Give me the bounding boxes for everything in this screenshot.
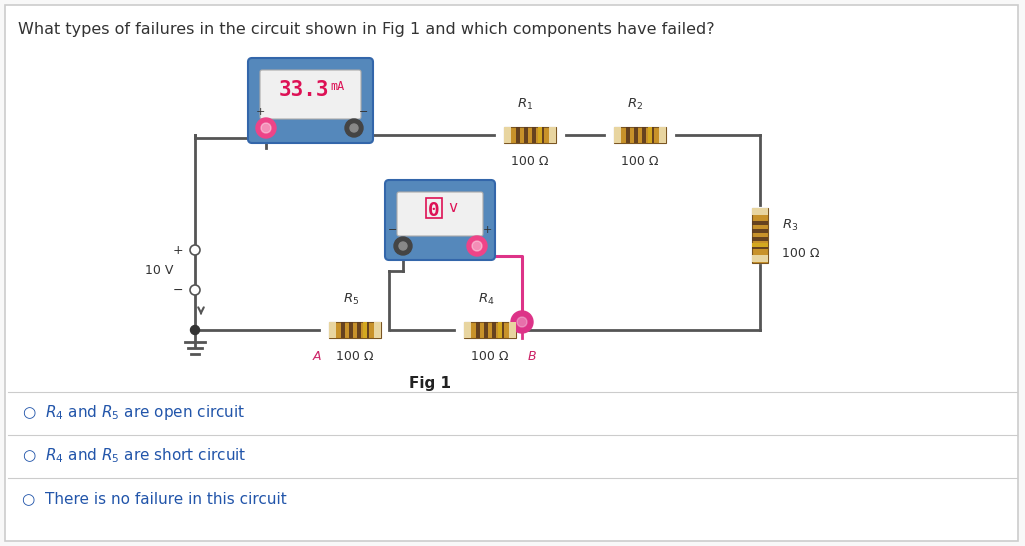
Text: 33.3: 33.3 — [279, 80, 329, 100]
Bar — [650, 127, 654, 143]
FancyBboxPatch shape — [260, 70, 361, 119]
Text: 10 V: 10 V — [145, 264, 173, 276]
Text: +: + — [483, 225, 492, 235]
Circle shape — [394, 237, 412, 255]
Bar — [363, 322, 367, 338]
Circle shape — [190, 285, 200, 295]
Text: $R_1$: $R_1$ — [517, 97, 533, 112]
Text: $R_3$: $R_3$ — [782, 217, 798, 233]
Bar — [752, 243, 768, 247]
Bar — [549, 127, 556, 143]
Text: +: + — [172, 244, 183, 257]
Text: −: − — [360, 107, 369, 117]
Bar — [538, 127, 542, 143]
Bar — [752, 229, 768, 233]
Bar — [752, 208, 768, 263]
Bar — [752, 237, 768, 241]
Bar — [509, 322, 516, 338]
Circle shape — [472, 241, 482, 251]
Bar — [374, 322, 381, 338]
Text: +: + — [255, 107, 264, 117]
Bar — [752, 221, 768, 225]
Text: $R_4$: $R_4$ — [478, 292, 494, 307]
Bar — [500, 322, 504, 338]
Bar — [634, 127, 638, 143]
Text: 100 Ω: 100 Ω — [336, 350, 374, 363]
Text: ○  $R_4$ and $R_5$ are open circuit: ○ $R_4$ and $R_5$ are open circuit — [22, 403, 245, 423]
Bar — [348, 322, 353, 338]
Bar — [484, 322, 488, 338]
Circle shape — [517, 317, 527, 327]
Bar — [752, 255, 768, 262]
Bar — [752, 245, 768, 249]
Bar — [426, 198, 442, 218]
Text: 100 Ω: 100 Ω — [472, 350, 508, 363]
Text: What types of failures in the circuit shown in Fig 1 and which components have f: What types of failures in the circuit sh… — [18, 22, 714, 37]
Text: 0: 0 — [428, 200, 440, 219]
Text: $R_5$: $R_5$ — [343, 292, 359, 307]
Circle shape — [191, 325, 200, 335]
Bar — [365, 322, 369, 338]
Circle shape — [261, 123, 271, 133]
Circle shape — [467, 236, 487, 256]
Circle shape — [350, 124, 358, 132]
Bar — [648, 127, 652, 143]
Bar — [476, 322, 480, 338]
Text: 100 Ω: 100 Ω — [621, 155, 659, 168]
Bar — [540, 127, 544, 143]
Bar — [357, 322, 361, 338]
Bar — [498, 322, 502, 338]
Bar — [516, 127, 520, 143]
Text: Fig 1: Fig 1 — [409, 376, 451, 391]
Bar — [504, 127, 556, 143]
Bar — [464, 322, 516, 338]
Bar — [659, 127, 666, 143]
Bar — [329, 322, 381, 338]
Text: mA: mA — [330, 80, 344, 93]
Bar — [642, 127, 646, 143]
Bar — [329, 322, 336, 338]
FancyBboxPatch shape — [397, 192, 483, 236]
Circle shape — [190, 245, 200, 255]
FancyBboxPatch shape — [385, 180, 495, 260]
Text: A: A — [313, 350, 321, 363]
Bar — [614, 127, 621, 143]
Text: ○  There is no failure in this circuit: ○ There is no failure in this circuit — [22, 491, 287, 507]
Text: B: B — [528, 350, 537, 363]
FancyBboxPatch shape — [5, 5, 1018, 541]
Circle shape — [256, 118, 276, 138]
FancyBboxPatch shape — [248, 58, 373, 143]
Bar — [464, 322, 472, 338]
Text: ○  $R_4$ and $R_5$ are short circuit: ○ $R_4$ and $R_5$ are short circuit — [22, 447, 247, 465]
Bar — [341, 322, 345, 338]
Circle shape — [511, 311, 533, 333]
Circle shape — [345, 119, 363, 137]
Text: 100 Ω: 100 Ω — [782, 247, 820, 260]
Bar — [524, 127, 528, 143]
Circle shape — [399, 242, 407, 250]
Bar — [752, 208, 768, 215]
Bar — [614, 127, 666, 143]
Text: $R_2$: $R_2$ — [627, 97, 643, 112]
Text: 100 Ω: 100 Ω — [511, 155, 548, 168]
Text: −: − — [388, 225, 398, 235]
Bar — [504, 127, 511, 143]
Text: −: − — [172, 283, 183, 296]
Text: v: v — [448, 200, 457, 216]
Bar — [532, 127, 536, 143]
Bar — [492, 322, 496, 338]
Bar — [626, 127, 630, 143]
